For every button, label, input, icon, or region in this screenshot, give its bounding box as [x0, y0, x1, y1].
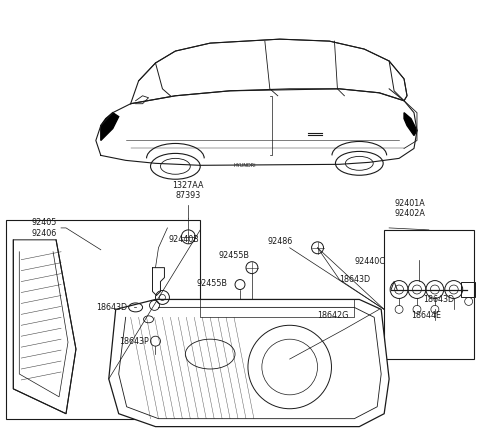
Text: 92401A
92402A: 92401A 92402A: [394, 199, 425, 218]
Text: 18643D: 18643D: [339, 275, 371, 284]
Text: 92486: 92486: [268, 237, 293, 246]
Polygon shape: [404, 113, 417, 136]
Polygon shape: [109, 299, 389, 426]
Polygon shape: [101, 113, 119, 140]
Text: 1327AA
87393: 1327AA 87393: [172, 181, 204, 200]
Text: 92455B: 92455B: [196, 279, 227, 288]
Text: HYUNDRi: HYUNDRi: [234, 163, 256, 168]
Text: 92455B: 92455B: [218, 251, 249, 260]
Text: 18643D: 18643D: [96, 303, 127, 312]
Text: 92440B: 92440B: [168, 235, 199, 244]
Bar: [384, 230, 474, 359]
Bar: [461, 281, 475, 297]
Polygon shape: [13, 240, 76, 414]
Text: 18643P: 18643P: [119, 337, 148, 346]
Text: 18643D: 18643D: [423, 295, 454, 304]
Bar: [6, 220, 200, 419]
Text: 92405
92406: 92405 92406: [31, 218, 57, 238]
Text: 92440C: 92440C: [354, 257, 385, 266]
Text: 18644E: 18644E: [411, 311, 441, 320]
Text: 18642G: 18642G: [318, 311, 349, 320]
